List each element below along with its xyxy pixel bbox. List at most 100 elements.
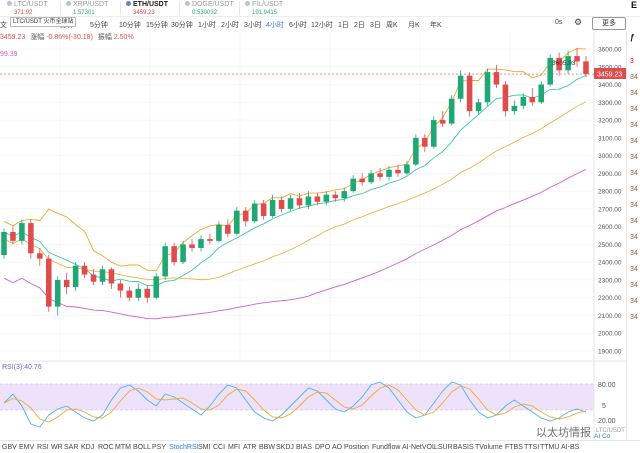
candle-body[interactable] bbox=[475, 102, 482, 112]
candle-body[interactable] bbox=[529, 96, 536, 103]
ind-skdj[interactable]: SKDJ bbox=[276, 444, 294, 451]
ind-tvolume[interactable]: TVolume bbox=[475, 444, 503, 451]
candle-body[interactable] bbox=[1, 231, 7, 256]
candle-body[interactable] bbox=[413, 137, 419, 165]
tf-12h[interactable]: 12小时 bbox=[311, 22, 333, 29]
ind-rsi[interactable]: RSI bbox=[37, 444, 49, 451]
candle-body[interactable] bbox=[583, 61, 589, 75]
candle-body[interactable] bbox=[81, 265, 88, 275]
candle-body[interactable] bbox=[108, 269, 115, 284]
candle-body[interactable] bbox=[404, 164, 410, 174]
ind-boll[interactable]: BOLL bbox=[133, 444, 151, 451]
candle-body[interactable] bbox=[520, 96, 527, 106]
ticker-ltc[interactable]: LTC/USDT 371.92 bbox=[7, 1, 48, 17]
ind-cci[interactable]: CCI bbox=[213, 444, 226, 451]
tf-2h[interactable]: 2小时 bbox=[221, 22, 239, 29]
candle-body[interactable] bbox=[538, 84, 545, 103]
ind-kdj[interactable]: KDJ bbox=[81, 444, 95, 451]
candle-body[interactable] bbox=[439, 120, 446, 124]
candle-body[interactable] bbox=[189, 244, 195, 248]
candle-body[interactable] bbox=[448, 98, 455, 124]
candle-body[interactable] bbox=[135, 288, 142, 298]
ind-emv[interactable]: EMV bbox=[19, 444, 35, 451]
candle-body[interactable] bbox=[314, 196, 321, 202]
candle-body[interactable] bbox=[457, 75, 464, 99]
ticker-eth[interactable]: ETH/USDT 3459.23 bbox=[126, 1, 168, 17]
ticker-fil[interactable]: FIL/USDT 191.9415 bbox=[245, 1, 283, 17]
ind-position[interactable]: Position bbox=[344, 444, 369, 451]
candle-body[interactable] bbox=[431, 120, 437, 147]
ind-ao[interactable]: AO bbox=[332, 444, 343, 451]
candle-body[interactable] bbox=[332, 194, 339, 199]
candle-body[interactable] bbox=[269, 200, 276, 216]
candle-body[interactable] bbox=[198, 239, 204, 248]
ind-psy[interactable]: PSY bbox=[152, 444, 167, 451]
candle-body[interactable] bbox=[28, 223, 34, 254]
candle-body[interactable] bbox=[45, 258, 52, 307]
candle-body[interactable] bbox=[368, 173, 374, 183]
ind-ttsi[interactable]: TTSI bbox=[524, 444, 540, 451]
tf-30m[interactable]: 30分钟 bbox=[171, 22, 193, 29]
ind-dpo[interactable]: DPO bbox=[315, 444, 331, 451]
candle-body[interactable] bbox=[386, 169, 392, 177]
candle-body[interactable] bbox=[180, 244, 186, 263]
tf-year[interactable]: 年K bbox=[430, 22, 442, 29]
candle-body[interactable] bbox=[484, 72, 491, 103]
ind-ai-netvol[interactable]: AI-NetVOL bbox=[402, 444, 436, 451]
candle-body[interactable] bbox=[72, 265, 79, 288]
candle-body[interactable] bbox=[260, 203, 267, 216]
ind-roc[interactable]: ROC bbox=[98, 444, 114, 451]
ind-fundflow[interactable]: Fundflow bbox=[372, 444, 401, 451]
ind-bias[interactable]: BIAS bbox=[296, 444, 312, 451]
zero-seconds[interactable]: 0s bbox=[555, 19, 563, 26]
candle-body[interactable] bbox=[395, 169, 401, 174]
candle-body[interactable] bbox=[341, 191, 348, 199]
candle-body[interactable] bbox=[37, 253, 43, 259]
candle-body[interactable] bbox=[296, 198, 303, 206]
candle-body[interactable] bbox=[126, 290, 133, 298]
ind-gbv[interactable]: GBV bbox=[2, 444, 17, 451]
tf-lang[interactable]: 文 bbox=[0, 22, 7, 29]
candle-body[interactable] bbox=[207, 239, 213, 241]
candle-body[interactable] bbox=[359, 178, 365, 183]
pair-tag[interactable]: LTC/USDT 火币全球站 bbox=[10, 17, 77, 27]
candle-body[interactable] bbox=[493, 72, 500, 85]
tf-2d[interactable]: 2日 bbox=[354, 22, 365, 29]
ind-ttmu[interactable]: TTMU bbox=[540, 444, 560, 451]
candle-body[interactable] bbox=[377, 173, 383, 177]
candle-body[interactable] bbox=[144, 288, 151, 298]
ai-co-label[interactable]: AI Co bbox=[594, 433, 611, 440]
candle-body[interactable] bbox=[117, 283, 124, 291]
tf-10m[interactable]: 10分钟 bbox=[119, 22, 141, 29]
candle-body[interactable] bbox=[287, 198, 294, 209]
ind-atr[interactable]: ATR bbox=[243, 444, 257, 451]
tf-3d[interactable]: 3日 bbox=[370, 22, 381, 29]
candle-body[interactable] bbox=[171, 246, 177, 263]
ind-ftbs[interactable]: FTBS bbox=[505, 444, 523, 451]
ind-wr[interactable]: WR bbox=[51, 444, 63, 451]
candle-body[interactable] bbox=[10, 231, 16, 241]
candle-body[interactable] bbox=[547, 57, 553, 85]
candle-body[interactable] bbox=[242, 210, 249, 222]
gear-icon[interactable]: ⚙ bbox=[574, 17, 583, 27]
ind-sar[interactable]: SAR bbox=[64, 444, 79, 451]
candle-body[interactable] bbox=[574, 56, 580, 62]
candle-body[interactable] bbox=[422, 137, 428, 147]
tf-1h[interactable]: 1小时 bbox=[198, 22, 216, 29]
ind-ai-bs[interactable]: AI-BS bbox=[561, 444, 580, 451]
candle-body[interactable] bbox=[466, 75, 473, 112]
ticker-xrp[interactable]: XRP/USDT 1.57301 bbox=[66, 1, 108, 17]
ind-bbw[interactable]: BBW bbox=[259, 444, 275, 451]
candle-body[interactable] bbox=[216, 224, 222, 241]
ind-mfi[interactable]: MFI bbox=[228, 444, 241, 451]
candle-body[interactable] bbox=[323, 194, 330, 202]
more-button[interactable]: 更多 bbox=[592, 17, 626, 30]
candle-body[interactable] bbox=[511, 105, 518, 112]
tf-15m[interactable]: 15分钟 bbox=[146, 22, 168, 29]
candle-body[interactable] bbox=[234, 210, 240, 234]
ind-smi[interactable]: SMI bbox=[198, 444, 211, 451]
candle-body[interactable] bbox=[99, 269, 106, 282]
candle-body[interactable] bbox=[350, 178, 356, 192]
ind-stochrsi[interactable]: StochRSI bbox=[169, 444, 199, 451]
ind-lsur[interactable]: LSUR bbox=[434, 444, 453, 451]
